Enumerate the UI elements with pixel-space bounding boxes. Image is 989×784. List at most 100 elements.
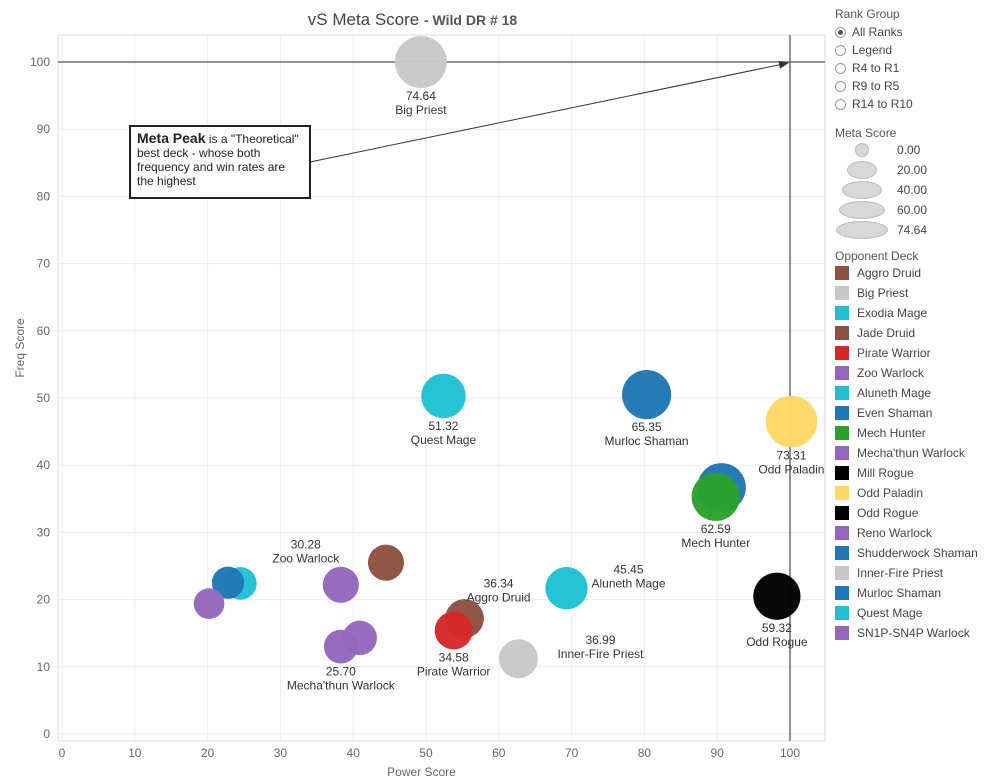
data-label-name: Odd Paladin [758, 462, 824, 476]
deck-legend-item[interactable]: Jade Druid [835, 324, 915, 342]
y-tick-label: 40 [37, 458, 51, 472]
rank-option[interactable]: R9 to R5 [835, 77, 899, 95]
meta-score-label: Meta Score [835, 126, 897, 140]
data-label-name: Inner-Fire Priest [557, 647, 644, 661]
x-tick-label: 30 [274, 746, 288, 760]
deck-legend-label: Mecha'thun Warlock [857, 446, 965, 460]
data-label-value: 34.58 [439, 650, 469, 664]
data-label-value: 65.35 [632, 420, 662, 434]
color-swatch [835, 546, 849, 560]
size-legend-value: 74.64 [897, 223, 928, 237]
deck-legend-item[interactable]: Mech Hunter [835, 424, 926, 442]
rank-option[interactable]: R4 to R1 [835, 59, 899, 77]
deck-legend-label: SN1P-SN4P Warlock [857, 626, 970, 640]
data-label-name: Murloc Shaman [605, 434, 689, 448]
bubble-zoo-warlock [322, 566, 359, 603]
y-tick-label: 80 [37, 189, 51, 203]
color-swatch [835, 446, 849, 460]
chart-title-main: vS Meta Score [307, 10, 420, 29]
deck-legend-item[interactable]: Inner-Fire Priest [835, 564, 943, 582]
deck-legend-item[interactable]: Zoo Warlock [835, 364, 924, 382]
data-label-name: Big Priest [395, 103, 447, 117]
data-label-value: 30.28 [291, 537, 321, 551]
x-tick-label: 40 [347, 746, 361, 760]
rank-option[interactable]: R14 to R10 [835, 95, 913, 113]
x-tick-label: 20 [201, 746, 215, 760]
deck-legend-item[interactable]: Big Priest [835, 284, 908, 302]
deck-legend-item[interactable]: Murloc Shaman [835, 584, 941, 602]
data-label-name: Odd Rogue [746, 635, 808, 649]
deck-legend-item[interactable]: Shudderwock Shaman [835, 544, 978, 562]
bubble-aluneth-mage [545, 567, 588, 610]
deck-legend-item[interactable]: Mecha'thun Warlock [835, 444, 965, 462]
deck-legend-item[interactable]: Odd Rogue [835, 504, 918, 522]
color-swatch [835, 606, 849, 620]
data-label-value: 73.31 [776, 448, 806, 462]
callout-arrow [309, 60, 789, 163]
deck-legend-item[interactable]: Odd Paladin [835, 484, 923, 502]
data-label-value: 45.45 [613, 562, 643, 576]
bubble-shudderwock-shaman [211, 566, 245, 599]
data-label-name: Aggro Druid [467, 590, 531, 604]
y-tick-label: 10 [37, 660, 51, 674]
data-label-value: 51.32 [428, 419, 458, 433]
radio-icon[interactable] [835, 26, 846, 38]
color-swatch [835, 326, 849, 340]
size-legend-row: 60.00 [835, 201, 989, 219]
y-tick-label: 50 [37, 391, 51, 405]
callout-text: is a "Theoretical" best deck - whose bot… [137, 132, 299, 188]
color-swatch [835, 566, 849, 580]
y-tick-label: 20 [37, 593, 51, 607]
x-tick-label: 70 [565, 746, 579, 760]
deck-legend-item[interactable]: Quest Mage [835, 604, 922, 622]
rank-option[interactable]: All Ranks [835, 23, 903, 41]
x-tick-label: 50 [419, 746, 433, 760]
deck-legend-item[interactable]: Mill Rogue [835, 464, 914, 482]
deck-legend-item[interactable]: Exodia Mage [835, 304, 927, 322]
color-swatch [835, 406, 849, 420]
color-swatch [835, 386, 849, 400]
y-tick-label: 70 [37, 257, 51, 271]
size-legend-circle [839, 201, 885, 219]
rank-option-label: All Ranks [852, 25, 903, 39]
deck-legend-item[interactable]: Even Shaman [835, 404, 932, 422]
size-legend-row: 74.64 [835, 221, 989, 239]
x-tick-label: 90 [711, 746, 725, 760]
data-label-value: 25.70 [326, 665, 356, 679]
radio-icon[interactable] [835, 44, 846, 56]
size-legend-circle [842, 181, 882, 199]
color-swatch [835, 486, 849, 500]
color-swatch [835, 306, 849, 320]
color-swatch [835, 506, 849, 520]
x-tick-label: 0 [59, 746, 66, 760]
bubble-jade-druid [367, 544, 405, 581]
x-axis-label: Power Score [387, 765, 456, 779]
rank-option-label: R9 to R5 [852, 79, 900, 93]
size-legend-row: 0.00 [835, 141, 989, 159]
deck-legend-item[interactable]: Pirate Warrior [835, 344, 931, 362]
y-axis-label: Freq Score [13, 318, 27, 378]
bubble-inner-fire-priest [498, 639, 538, 679]
rank-option[interactable]: Legend [835, 41, 892, 59]
deck-legend-item[interactable]: Reno Warlock [835, 524, 932, 542]
deck-legend-item[interactable]: SN1P-SN4P Warlock [835, 624, 970, 642]
color-swatch [835, 266, 849, 280]
deck-legend-label: Pirate Warrior [857, 346, 931, 360]
y-tick-label: 100 [30, 55, 50, 69]
radio-icon[interactable] [835, 62, 846, 74]
radio-icon[interactable] [835, 98, 846, 110]
deck-legend-item[interactable]: Aluneth Mage [835, 384, 931, 402]
x-tick-label: 60 [492, 746, 506, 760]
deck-legend-label: Mill Rogue [857, 466, 914, 480]
size-legend-circle [847, 161, 877, 179]
color-swatch [835, 366, 849, 380]
radio-icon[interactable] [835, 80, 846, 92]
data-label-value: 36.99 [585, 633, 615, 647]
x-tick-label: 10 [128, 746, 142, 760]
deck-legend-label: Odd Paladin [857, 486, 924, 500]
chart-title-sub: - Wild DR # 18 [424, 12, 518, 28]
deck-legend-label: Big Priest [857, 286, 909, 300]
deck-legend-item[interactable]: Aggro Druid [835, 264, 921, 282]
rank-group-label: Rank Group [835, 7, 900, 21]
size-legend-row: 20.00 [835, 161, 989, 179]
